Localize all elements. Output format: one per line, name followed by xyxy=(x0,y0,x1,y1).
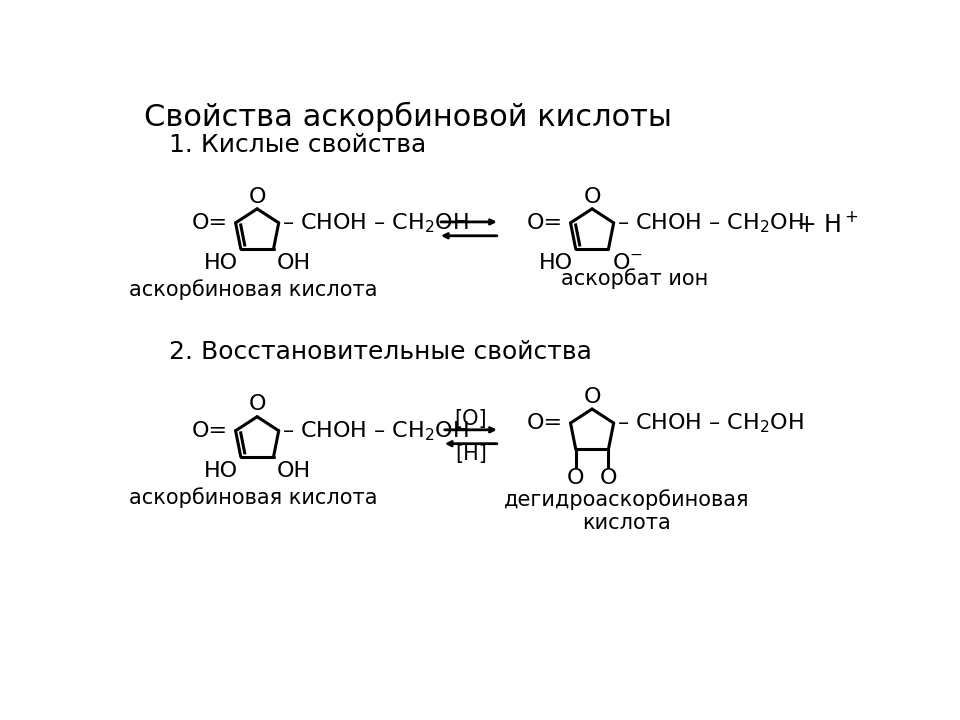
Text: O: O xyxy=(567,468,585,488)
Text: Свойства аскорбиновой кислоты: Свойства аскорбиновой кислоты xyxy=(144,102,672,132)
Text: + H$^+$: + H$^+$ xyxy=(796,212,859,238)
Text: O: O xyxy=(249,395,266,415)
Text: [O]: [O] xyxy=(454,409,487,429)
Text: – CHOH – CH$_2$OH: – CHOH – CH$_2$OH xyxy=(282,211,468,235)
Text: HO: HO xyxy=(204,253,238,273)
Text: 1. Кислые свойства: 1. Кислые свойства xyxy=(169,132,426,156)
Text: аскорбат ион: аскорбат ион xyxy=(561,268,708,289)
Text: аскорбиновая кислота: аскорбиновая кислота xyxy=(129,487,377,508)
Text: [H]: [H] xyxy=(455,444,487,464)
Text: HO: HO xyxy=(204,461,238,481)
Text: OH: OH xyxy=(276,253,311,273)
Text: HO: HO xyxy=(539,253,572,273)
Text: O=: O= xyxy=(192,420,228,441)
Text: O: O xyxy=(600,468,617,488)
Text: – CHOH – CH$_2$OH: – CHOH – CH$_2$OH xyxy=(282,419,468,443)
Text: – CHOH – CH$_2$OH: – CHOH – CH$_2$OH xyxy=(616,411,804,435)
Text: O: O xyxy=(249,186,266,207)
Text: O=: O= xyxy=(527,413,563,433)
Text: OH: OH xyxy=(276,461,311,481)
Text: 2. Восстановительные свойства: 2. Восстановительные свойства xyxy=(169,341,591,364)
Text: O$^{-}$: O$^{-}$ xyxy=(612,253,642,273)
Text: O=: O= xyxy=(192,213,228,233)
Text: аскорбиновая кислота: аскорбиновая кислота xyxy=(129,279,377,300)
Text: O=: O= xyxy=(527,213,563,233)
Text: O: O xyxy=(584,186,601,207)
Text: дегидроаскорбиновая
кислота: дегидроаскорбиновая кислота xyxy=(504,489,750,533)
Text: O: O xyxy=(584,387,601,407)
Text: – CHOH – CH$_2$OH: – CHOH – CH$_2$OH xyxy=(616,211,804,235)
